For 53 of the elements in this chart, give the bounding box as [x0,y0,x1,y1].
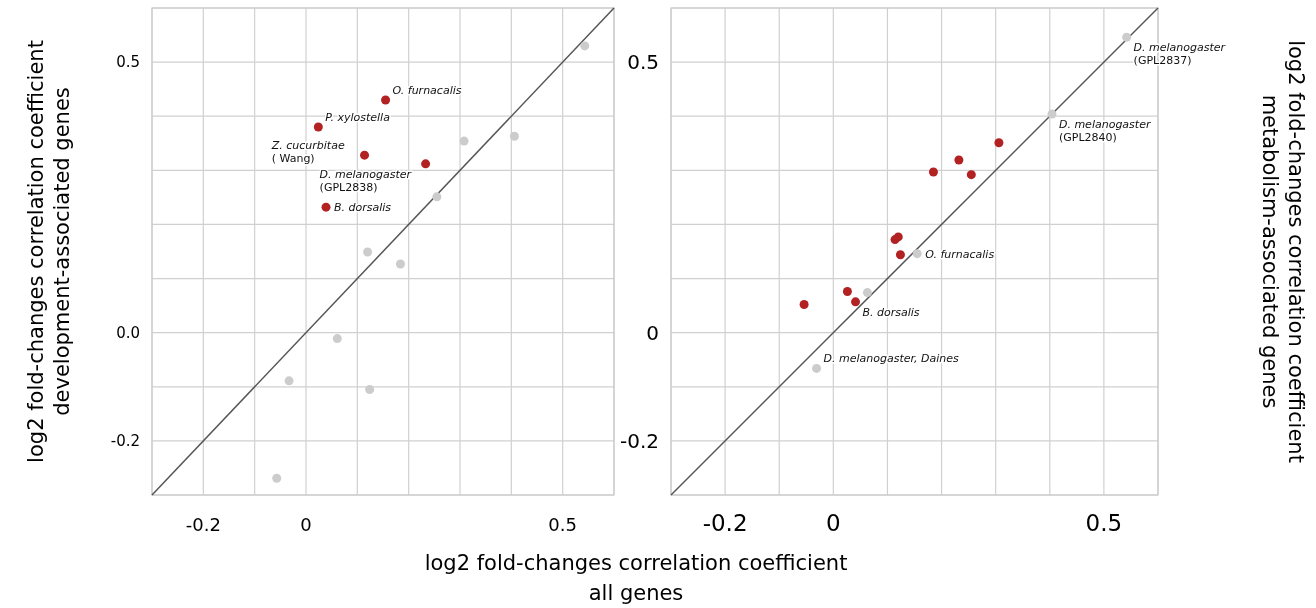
point [381,95,391,105]
x-tick-label: 0.5 [1085,510,1123,536]
x-tick-label: 0 [826,510,841,536]
point [842,287,852,297]
y-tick-label: 0.5 [116,53,140,72]
point [272,473,282,483]
point [928,167,938,177]
annotation: Z. cucurbitae ( Wang) [270,139,345,166]
annotation: D. melanogaster (GPL2838) [319,167,413,194]
y-tick-label: 0 [646,320,659,345]
point [1047,109,1057,119]
point [360,150,370,160]
annotation: O. furnacalis [392,83,462,97]
point [365,384,375,394]
point [994,138,1004,148]
x-axis-title: log2 fold-changes correlation coefficient all genes [424,551,848,605]
point [395,259,405,269]
point [332,334,342,344]
point [954,155,964,165]
annotation: D. melanogaster (GPL2837) [1133,41,1227,68]
y-axis-title: log2 fold-changes correlation coefficient development-associated genes [24,40,74,463]
point [313,122,323,132]
point [799,300,809,310]
point [509,131,519,141]
point [851,297,861,307]
point [284,376,294,386]
y-tick-label: -0.2 [110,432,140,451]
y-axis-title: log2 fold-changes correlation coefficient metabolism-associated genes [1258,40,1308,463]
x-tick-label: 0 [300,514,312,535]
point [363,247,373,257]
point [966,170,976,180]
point [895,250,905,260]
y-tick-label: 0.0 [116,323,140,342]
annotation: D. melanogaster (GPL2840) [1058,118,1152,145]
x-tick-label: 0.5 [548,514,577,535]
y-tick-label: 0.5 [627,50,659,75]
y-tick-label: -0.2 [619,428,659,453]
annotation: B. dorsalis [862,305,920,319]
point [321,202,331,212]
point [862,288,872,298]
annotation: O. furnacalis [925,247,995,261]
point [912,249,922,259]
point [432,192,442,202]
point [459,136,469,146]
annotation: B. dorsalis [334,201,392,215]
point [812,363,822,373]
point [1122,32,1132,42]
annotation: D. melanogaster, Daines [823,352,960,366]
x-tick-label: -0.2 [185,514,221,535]
x-tick-label: -0.2 [702,510,748,536]
point [421,159,431,169]
annotation: P. xylostella [325,111,391,125]
point [580,41,590,51]
